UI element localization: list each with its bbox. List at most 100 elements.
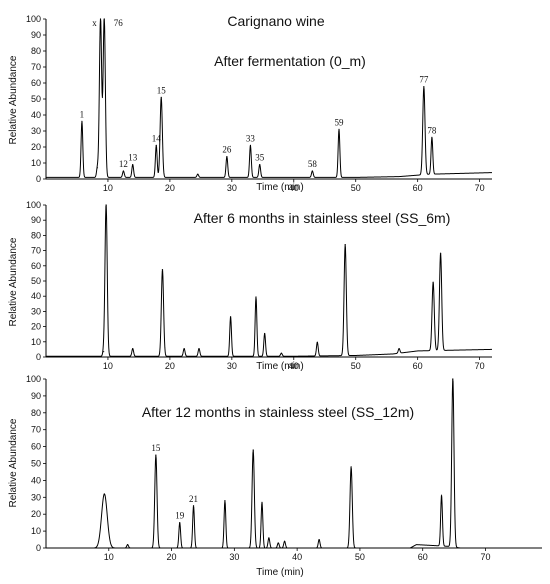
peak-apex xyxy=(132,164,134,166)
panel-title: After 12 months in stainless steel (SS_1… xyxy=(142,404,414,420)
peak-apex xyxy=(452,378,454,380)
y-tick-label: 70 xyxy=(31,62,41,72)
peak-apex xyxy=(96,167,99,169)
peak-label: 1 xyxy=(80,109,85,119)
y-axis-label: Relative Abundance xyxy=(8,237,19,326)
y-tick-label: 60 xyxy=(31,442,41,452)
y-tick-label: 0 xyxy=(36,174,41,184)
peak-apex xyxy=(439,252,442,254)
peak-apex xyxy=(268,537,270,539)
peak-apex xyxy=(161,269,164,271)
peak-apex xyxy=(344,244,346,246)
x-tick-label: 60 xyxy=(413,361,423,371)
y-tick-label: 10 xyxy=(31,158,41,168)
y-axis-label: Relative Abundance xyxy=(8,55,19,144)
y-tick-label: 30 xyxy=(31,492,41,502)
peak-apex xyxy=(316,341,318,343)
peak-apex xyxy=(179,522,181,524)
chromatogram-panel-0m: After fermentation (0_m) 0 10 20 30 40 50 60 70 8… xyxy=(8,14,493,193)
y-tick-label: 60 xyxy=(31,78,41,88)
peak-apex xyxy=(224,500,226,502)
x-tick-label: 10 xyxy=(104,552,114,562)
peak-label: 26 xyxy=(222,145,232,155)
y-tick-label: 50 xyxy=(31,276,41,286)
peak-apex xyxy=(197,173,199,175)
x-tick-label: 10 xyxy=(103,183,113,193)
y-tick-label: 80 xyxy=(31,230,41,240)
peak-apex xyxy=(127,544,129,546)
figure-title: Carignano wine xyxy=(227,13,324,29)
x-tick-label: 70 xyxy=(475,183,485,193)
peak-apex xyxy=(252,449,254,451)
y-tick-label: 50 xyxy=(31,459,41,469)
x-tick-label: 50 xyxy=(351,183,361,193)
peak-apex xyxy=(81,120,83,122)
peak-apex xyxy=(423,86,425,88)
peak-apex xyxy=(338,128,340,130)
x-tick-label: 70 xyxy=(475,361,485,371)
y-axis-label: Relative Abundance xyxy=(8,418,19,507)
x-tick-label: 30 xyxy=(227,361,237,371)
chromatogram-trace xyxy=(45,204,493,357)
x-tick-label: 40 xyxy=(289,183,299,193)
peak-label: 58 xyxy=(308,159,318,169)
panel-title: After fermentation (0_m) xyxy=(214,53,366,69)
x-tick-label: 10 xyxy=(103,361,113,371)
x-axis-label: Time (min) xyxy=(256,361,303,372)
peak-apex xyxy=(311,170,313,172)
chromatogram-panel-ss6m: After 6 months in stainless steel (SS_6m… xyxy=(8,200,493,372)
y-tick-label: 70 xyxy=(31,425,41,435)
peak-apex xyxy=(229,316,232,318)
peak-apex xyxy=(160,96,162,98)
peak-apex xyxy=(198,348,200,350)
x-tick-label: 20 xyxy=(167,552,177,562)
y-tick-label: 20 xyxy=(31,322,41,332)
peak-apex xyxy=(432,281,434,283)
peak-apex xyxy=(155,144,157,146)
y-tick-label: 90 xyxy=(31,30,41,40)
peak-apex xyxy=(155,454,157,456)
chromatogram-panel-ss12m: After 12 months in stainless steel (SS_1… xyxy=(8,374,543,578)
y-tick-label: 100 xyxy=(26,374,41,384)
y-tick-label: 20 xyxy=(31,509,41,519)
peak-apex xyxy=(261,501,263,503)
chromatogram-trace xyxy=(45,378,543,549)
peak-label: 33 xyxy=(246,133,256,143)
peak-label: 78 xyxy=(427,125,437,135)
x-tick-label: 50 xyxy=(355,552,365,562)
y-tick-label: 80 xyxy=(31,408,41,418)
x-tick-label: 40 xyxy=(292,552,302,562)
peak-apex xyxy=(249,144,252,146)
y-tick-label: 20 xyxy=(31,142,41,152)
peak-label: 19 xyxy=(175,511,185,521)
peak-apex xyxy=(280,352,282,354)
peak-label: 12 xyxy=(119,159,128,169)
y-tick-label: 40 xyxy=(31,110,41,120)
peak-apex xyxy=(132,348,134,350)
peak-apex xyxy=(103,493,105,495)
y-tick-label: 30 xyxy=(31,126,41,136)
y-tick-label: 90 xyxy=(31,215,41,225)
peak-apex xyxy=(264,332,266,335)
y-tick-label: 90 xyxy=(31,391,41,401)
x-tick-label: 20 xyxy=(165,183,175,193)
peak-apex xyxy=(183,348,185,350)
peak-label: 77 xyxy=(419,75,429,85)
y-tick-label: 100 xyxy=(26,14,41,24)
peak-label: 15 xyxy=(157,85,167,95)
chromatogram-trace xyxy=(45,18,493,178)
peak-apex xyxy=(440,494,443,496)
x-tick-label: 30 xyxy=(227,183,237,193)
x-tick-label: 40 xyxy=(289,361,299,371)
peak-apex xyxy=(103,351,105,353)
y-tick-label: 0 xyxy=(36,352,41,362)
peak-label: 35 xyxy=(255,153,265,163)
y-tick-label: 70 xyxy=(31,246,41,256)
y-tick-label: 10 xyxy=(31,337,41,347)
peak-label: 14 xyxy=(152,133,162,143)
peak-apex xyxy=(255,296,257,298)
x-axis-label: Time (min) xyxy=(256,567,303,578)
x-tick-label: 30 xyxy=(229,552,239,562)
y-tick-label: 10 xyxy=(31,526,41,536)
